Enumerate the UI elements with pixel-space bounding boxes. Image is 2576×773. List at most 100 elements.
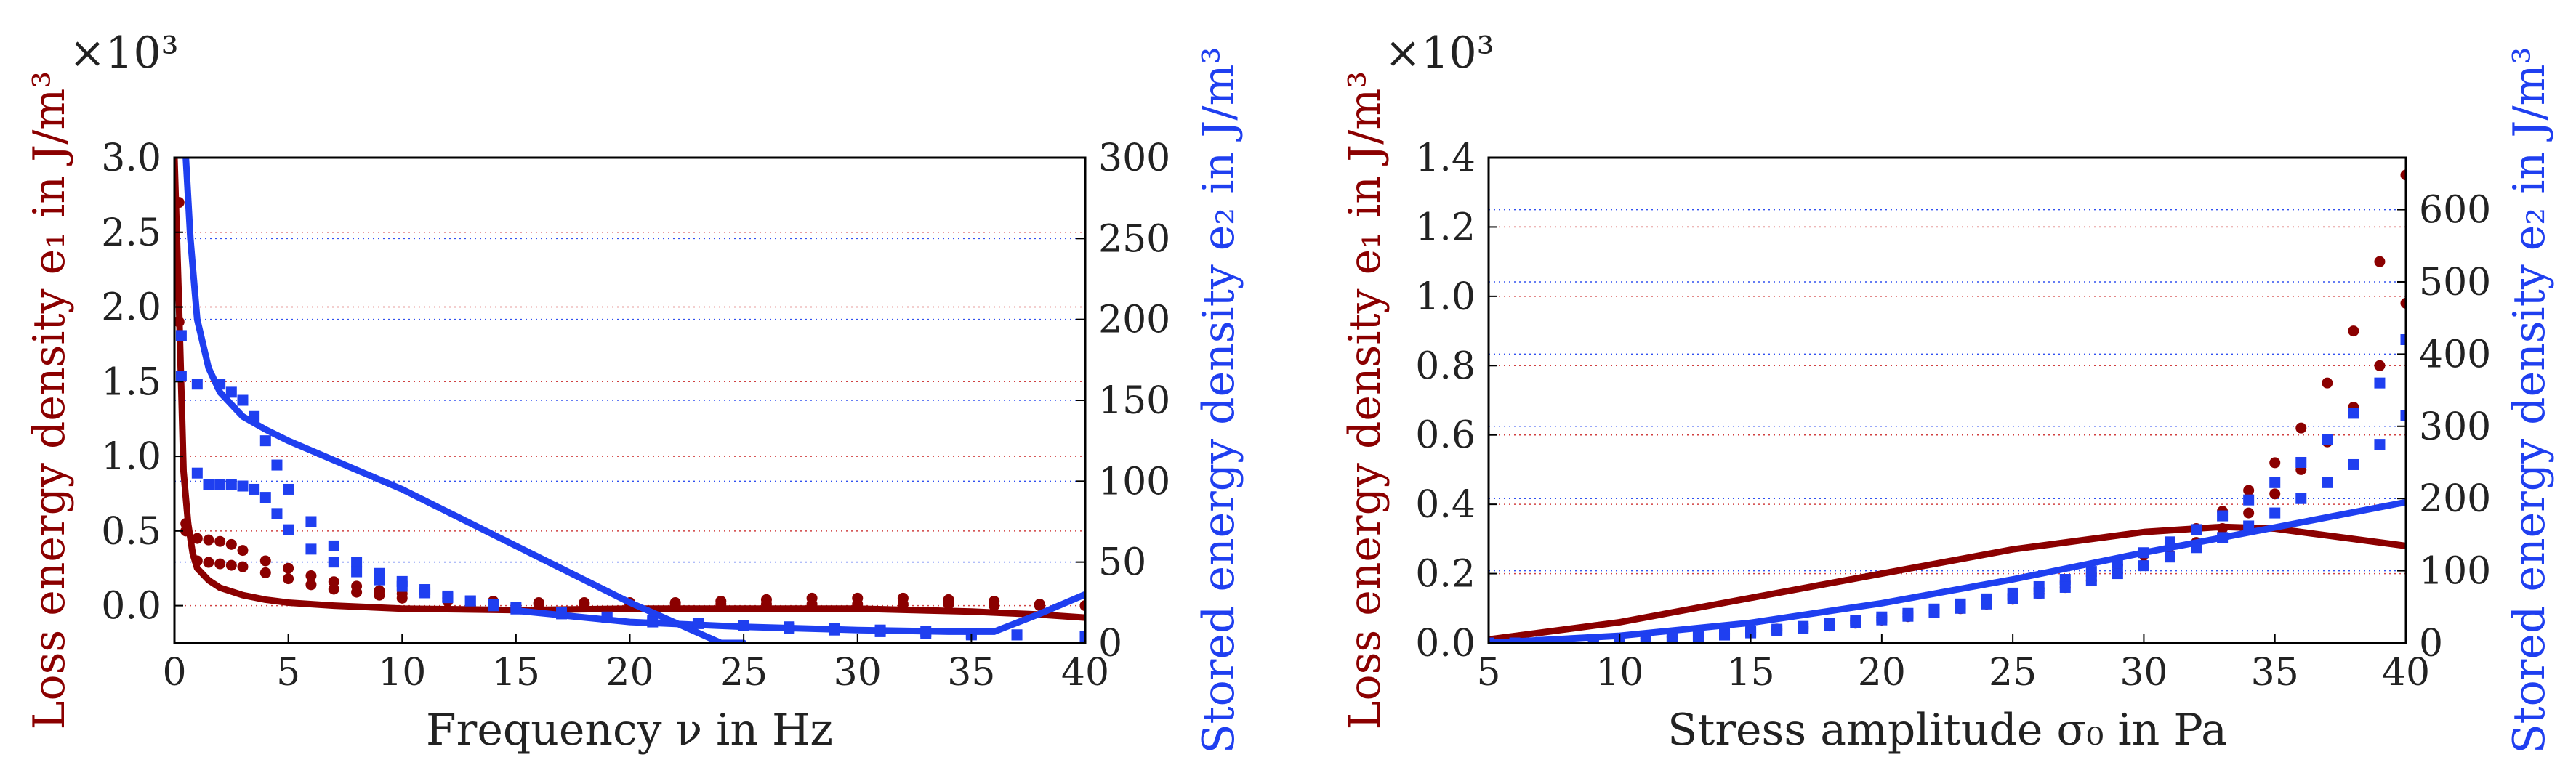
c0-point-e2-data-B [601,611,613,623]
c0-point-e2-data-B [647,616,659,628]
c0-point-e1-data-B [760,599,772,610]
c0-point-e2-data-A [259,435,271,447]
c1-right-tick-label: 600 [2419,189,2491,232]
c0-right-tick-label: 150 [1098,379,1170,423]
c1-left-tick-label: 0.8 [1415,344,1476,388]
c0-point-e2-data-B [442,592,454,604]
c0-point-e1-data-A [283,562,294,574]
c0-point-e2-data-B [396,580,408,592]
c0-left-axis-label: Loss energy density e₁ in J/m³ [24,71,75,730]
c0-point-e2-data-B [249,483,260,495]
c0-left-tick-label: 2.5 [101,211,161,255]
c1-point-e2-data-B [1745,627,1757,639]
c0-point-e1-data-B [237,561,249,572]
c1-right-tick-label: 400 [2419,333,2491,376]
c0-point-e1-data-A [203,534,214,546]
c1-point-e1-data-A [2400,169,2406,181]
c1-point-e2-data-B [2243,520,2255,532]
c0-point-e2-data-B [191,467,203,479]
c1-point-e2-data-B [2295,493,2307,504]
c0-point-e1-data-A [225,538,237,550]
c1-point-e2-data-B [2269,507,2281,519]
c1-x-tick-label: 5 [1476,651,1500,695]
c1-point-e2-data-A [2243,494,2255,506]
c1-point-e1-data-B [2400,297,2406,309]
c1-point-e2-data-A [2085,566,2097,578]
c1-right-ticks: 600 500 400 300 200 100 0 [2397,189,2491,665]
c0-right-tick-label: 250 [1098,217,1170,261]
c1-point-e2-data-B [1876,614,1888,626]
c1-point-e2-data-A [2322,434,2333,445]
c0-point-e2-data-B [874,626,886,637]
c1-x-tick-label: 25 [1989,651,2037,695]
c1-point-e2-data-A [2348,408,2359,419]
c1-point-e2-data-B [1981,598,1992,610]
c0-point-e1-data-B [328,583,339,595]
c0-point-e1-data-B [283,573,294,585]
chart-stress: 5 10 15 20 25 30 35 40 1.4 1.2 1.0 0.8 0.6 0.4 0.2 0.0… [1340,28,2555,756]
c1-point-e2-data-B [1771,625,1783,636]
c1-point-e2-data-A [2138,547,2149,559]
c1-point-e2-data-B [1798,623,1809,634]
c0-point-e2-data-B [283,524,294,535]
c1-right-tick-label: 500 [2419,261,2491,304]
c1-point-e2-data-A [2269,477,2281,488]
c0-x-tick-label: 20 [605,651,653,695]
c1-point-e2-data-B [2138,560,2149,572]
c1-point-e2-data-B [1509,637,1521,643]
c0-point-e2-data-B [1011,629,1023,641]
c1-point-e2-data-B [2164,551,2175,563]
c0-point-e2-data-B [784,623,795,634]
c0-point-e1-data-B [351,586,363,598]
c1-point-e2-data-B [1489,637,1494,643]
c0-right-tick-label: 0 [1098,622,1122,665]
c1-point-e2-data-B [2059,581,2071,593]
c1-x-tick-label: 10 [1595,651,1643,695]
c1-point-e2-data-B [2007,593,2018,604]
c1-right-tick-label: 0 [2419,622,2443,665]
c1-left-tick-label: 0.2 [1415,553,1476,596]
c0-x-tick-label: 15 [492,651,540,695]
c1-right-axis-label: Stored energy density e₂ in J/m³ [2504,46,2555,753]
c0-point-e2-data-B [464,595,476,607]
c1-point-e2-data-B [1587,635,1599,643]
c0-x-tick-label: 35 [947,651,995,695]
c0-x-axis-label: Frequency ν in Hz [426,705,833,756]
c0-point-e2-data-A [214,379,226,390]
c0-left-tick-label: 0.0 [101,585,161,628]
c0-x-tick-label: 30 [834,651,882,695]
c1-left-tick-label: 0.4 [1415,483,1476,527]
c0-point-e2-data-B [920,628,932,639]
c1-x-tick-label: 35 [2251,651,2299,695]
c0-point-e2-data-A [225,386,237,398]
c1-point-e1-data-B [2243,507,2255,519]
c1-plot-frame [1487,156,2407,644]
c0-x-tick-label: 0 [162,651,186,695]
c0-point-e2-data-B [419,587,431,599]
c1-x-tick-label: 30 [2120,651,2168,695]
c1-right-tick-label: 300 [2419,405,2491,449]
c0-plot-area [174,158,1085,643]
c0-point-e2-data-B [738,620,749,631]
c0-point-e1-data-B [259,567,271,578]
c0-point-e1-data-A [191,533,203,544]
c1-left-tick-label: 1.4 [1415,137,1476,180]
c1-point-e1-data-A [2295,422,2307,434]
c0-point-e2-data-B [328,557,339,568]
c1-point-e2-data-B [1692,631,1704,642]
c0-point-e1-data-B [669,599,681,610]
c0-point-e2-data-A [283,483,294,495]
c0-point-e1-data-B [852,599,864,610]
c0-point-e1-data-B [203,557,214,568]
c1-point-e1-data-A [2374,256,2386,267]
c0-point-e1-data-B [191,555,203,567]
c0-point-e2-data-B [488,600,499,612]
c0-point-e1-data-B [1079,600,1085,612]
c0-series [174,158,1085,643]
c0-point-e2-data-B [305,543,317,555]
c1-point-e2-data-B [1902,610,1914,622]
c0-point-e1-data-B [989,600,1000,612]
c0-point-e2-data-B [214,479,226,490]
c0-point-e2-data-B [1079,632,1085,643]
c0-point-e1-data-B [305,579,317,591]
